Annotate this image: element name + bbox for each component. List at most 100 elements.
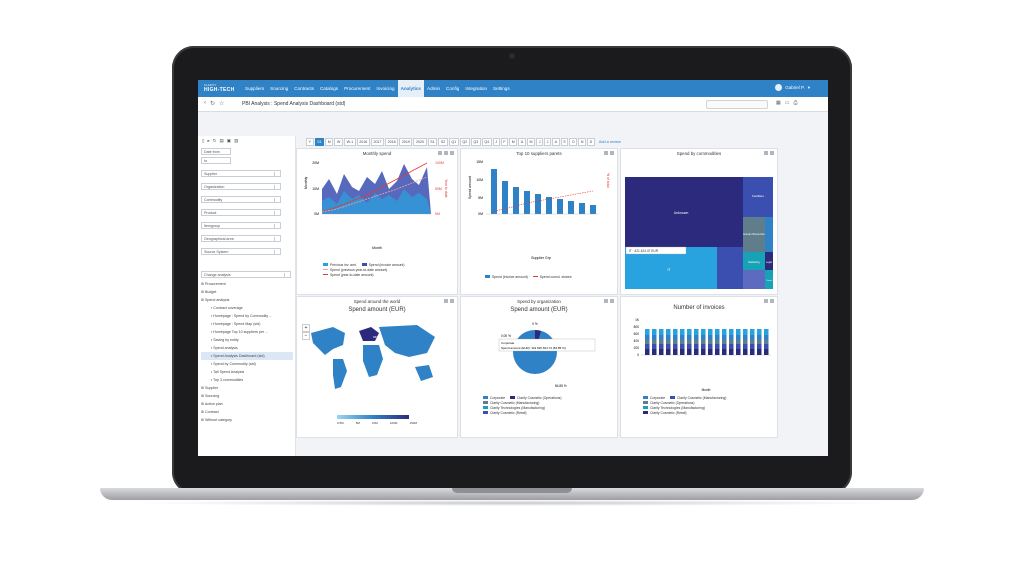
excel-icon[interactable]: ▣ (226, 138, 232, 143)
zoom-out-button[interactable]: − (302, 332, 310, 340)
period-button[interactable]: D (587, 138, 595, 146)
legend-item[interactable]: Spend cumul. shares (539, 274, 572, 279)
period-button[interactable]: W (334, 138, 343, 146)
period-button[interactable]: A (518, 138, 526, 146)
tree-item[interactable]: ⊞ Action plan (201, 400, 293, 408)
legend-item[interactable]: Spend (invoice amount) (368, 262, 405, 267)
period-button[interactable]: 2017 (370, 138, 385, 146)
menu-item-config[interactable]: Config (446, 86, 460, 91)
menu-item-sourcing[interactable]: Sourcing (270, 86, 289, 91)
period-button[interactable]: S2 (438, 138, 448, 146)
menu-item-analytics[interactable]: Analytics (397, 80, 424, 97)
tree-item[interactable]: ⊞ Contract (201, 408, 293, 416)
tree-item[interactable]: ▪ Top 3 commodities (201, 376, 293, 384)
legend-item[interactable]: Corporate (650, 395, 666, 400)
menu-item-procurement[interactable]: Procurement (344, 86, 371, 91)
period-button[interactable]: Q1 (448, 138, 459, 146)
add-review-link[interactable]: Add a review (598, 140, 621, 144)
legend-item[interactable]: Clarity Cosmetic (Retail) (650, 410, 687, 415)
tree-item[interactable]: ▪ Contract coverage (201, 304, 293, 312)
menu-item-contracts[interactable]: Contracts (294, 86, 314, 91)
legend-item[interactable]: Spend (previous year-to-date amount) (330, 267, 388, 272)
tree-item[interactable]: ▪ Spend Analysis Dashboard (std) (201, 352, 293, 360)
tree-item[interactable]: ▪ Tail Spend Analysis (201, 368, 293, 376)
settings-icon[interactable] (610, 151, 614, 155)
legend-item[interactable]: Corporate (490, 395, 506, 400)
legend-item[interactable]: Clarity Cosmetic (Operations) (517, 395, 562, 400)
period-button[interactable]: S1 (314, 138, 325, 146)
tree-item[interactable]: ⊞ Spend analysis (201, 296, 293, 304)
legend-item[interactable]: Clarity Technologies (Manufacturing) (490, 405, 545, 410)
tree-item[interactable]: ⊞ Sourcing (201, 392, 293, 400)
period-button[interactable]: 2020 (413, 138, 427, 146)
menu-item-invoicing[interactable]: Invoicing (376, 86, 395, 91)
period-button[interactable]: J (536, 138, 544, 146)
legend-item[interactable]: Previous inv. amt. (330, 262, 357, 267)
settings-icon[interactable] (770, 299, 774, 303)
period-button[interactable]: M (509, 138, 518, 146)
settings-icon[interactable] (444, 151, 448, 155)
period-button[interactable]: W-1 (343, 138, 356, 146)
new-icon[interactable]: ▯ (202, 138, 205, 143)
tree-item[interactable]: ▪ Homepage : Spend Map (std) (201, 320, 293, 328)
period-button[interactable]: J (492, 138, 500, 146)
tree-item[interactable]: ⊞ Without category (201, 416, 293, 424)
refresh-icon[interactable]: ↻ (210, 101, 216, 107)
tree-item[interactable]: ▪ Spend analysis (201, 344, 293, 352)
filter-source-system[interactable]: Source System (201, 248, 281, 255)
tree-item[interactable]: ⊞ Procurement (201, 280, 293, 288)
period-button[interactable]: 2016 (356, 138, 370, 146)
period-button[interactable]: Y (306, 138, 314, 146)
menu-item-suppliers[interactable]: Suppliers (245, 86, 265, 91)
period-button[interactable]: O (569, 138, 578, 146)
arrow-right-icon[interactable]: ▸ (207, 138, 210, 143)
period-button[interactable]: M (526, 138, 536, 146)
period-button[interactable]: 2018 (385, 138, 399, 146)
legend-item[interactable]: Clarity Cosmetic (Retail) (490, 410, 527, 415)
excel-icon[interactable] (444, 299, 448, 303)
filter-product[interactable]: Product (201, 209, 281, 216)
menu-item-admin[interactable]: Admin (427, 86, 441, 91)
print-icon[interactable]: ⎙ (793, 100, 798, 106)
filter-organization[interactable]: Organization (201, 183, 281, 190)
period-button[interactable]: M (325, 138, 334, 146)
user-menu[interactable]: Gabriel P. ▾ (775, 84, 810, 91)
excel-icon[interactable] (438, 151, 442, 155)
export-icon[interactable]: ▤ (219, 138, 224, 143)
period-button[interactable]: A (552, 138, 560, 146)
period-button[interactable]: J (544, 138, 552, 146)
tree-item[interactable]: ▪ Spend by Commodity (std) (201, 360, 293, 368)
star-icon[interactable]: ☆ (219, 101, 225, 107)
search-input[interactable] (706, 100, 768, 109)
excel-icon[interactable] (604, 151, 608, 155)
filter-supplier[interactable]: Supplier (201, 170, 281, 177)
period-button[interactable]: 2019 (399, 138, 413, 146)
filter-itemgroup[interactable]: Itemgroup (201, 222, 281, 229)
menu-item-settings[interactable]: Settings (493, 86, 510, 91)
settings-icon[interactable] (450, 299, 454, 303)
excel-icon[interactable] (764, 151, 768, 155)
tree-item[interactable]: ▪ Saving by entity (201, 336, 293, 344)
legend-item[interactable]: Spend (invoice amount) (492, 274, 528, 279)
tree-item[interactable]: ⊞ Supplier (201, 384, 293, 392)
date-from-field[interactable]: Date from (201, 148, 231, 155)
tree-item[interactable]: ⊞ Budget (201, 288, 293, 296)
excel-icon[interactable] (764, 299, 768, 303)
period-button[interactable]: Q2 (459, 138, 470, 146)
tree-item[interactable]: ▪ Homepage : Spend by Commodity ... (201, 312, 293, 320)
period-button[interactable]: Q4 (481, 138, 492, 146)
period-button[interactable]: N (578, 138, 587, 146)
legend-item[interactable]: Clarity Cosmetic (Manufacturing) (677, 395, 727, 400)
chart-icon[interactable]: ▥ (234, 138, 239, 143)
app-logo[interactable]: CLARITY HIGH-TECH (204, 84, 234, 93)
refresh-icon[interactable]: ↻ (212, 138, 217, 143)
chat-icon[interactable]: ▭ (784, 100, 790, 106)
grid-icon[interactable]: ▦ (776, 100, 781, 106)
period-button[interactable]: S1 (427, 138, 438, 146)
filter-geographical-area[interactable]: Geographical area (201, 235, 281, 242)
date-to-field[interactable]: to (201, 157, 231, 164)
menu-item-catalogs[interactable]: Catalogs (319, 86, 339, 91)
expand-icon[interactable] (450, 151, 454, 155)
filter-commodity[interactable]: Commodity (201, 196, 281, 203)
tree-item[interactable]: ▪ Homepage Top 10 suppliers per ... (201, 328, 293, 336)
